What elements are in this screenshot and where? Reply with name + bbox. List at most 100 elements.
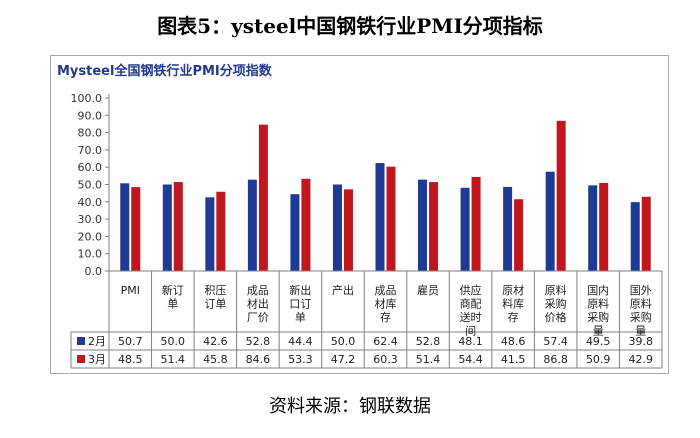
y-tick-label: 40.0 [78,196,103,209]
y-tick-label: 90.0 [78,109,103,122]
category-label: 原料 [545,283,567,297]
data-label: 48.1 [458,335,483,348]
data-label: 42.6 [203,335,228,348]
data-label: 62.4 [373,335,398,348]
bar-feb [460,187,470,271]
bar-chart: 0.0 10.0 20.0 30.0 40.0 50.0 60.0 70.0 80.0 90.0 1… [70,92,663,369]
category-label: 国外 [630,284,652,297]
bar-feb [375,163,385,271]
category-label: 量 [635,325,646,338]
data-label: 48.6 [501,335,525,348]
data-label: 84.6 [246,353,271,366]
category-label: PMI [121,284,140,297]
data-label: 50.9 [586,353,611,366]
bar-feb [290,194,300,271]
category-label: 商配 [460,297,482,311]
category-label: 厂价 [247,311,269,324]
category-label: 材出 [247,297,269,311]
y-tick-label: 20.0 [78,230,103,243]
category-label: 国内 [587,283,609,297]
category-label: 价格 [545,310,567,324]
data-label: 41.5 [501,353,525,366]
bar-feb [503,186,513,271]
bar-feb [247,179,257,271]
bar-mar [258,124,268,271]
source-note: 资料来源：钢联数据 [269,396,431,417]
bar-feb [545,171,555,271]
figure-title: 图表5：ysteel中国钢铁行业PMI分项指标 [157,14,543,38]
data-label: 60.3 [373,353,398,366]
category-label: 新订 [162,283,184,297]
data-label: 52.8 [416,335,441,348]
legend-key-feb [77,337,85,345]
bar-feb [205,197,215,271]
y-tick-label: 50.0 [78,179,103,192]
data-label: 45.8 [203,353,228,366]
bar-feb [332,184,342,271]
bar-feb [418,179,428,271]
bar-mar [599,182,609,271]
bar-feb [630,202,640,271]
legend-label: 2月 [88,335,106,348]
data-label: 51.4 [416,353,441,366]
y-tick-label: 10.0 [78,248,103,261]
y-tick-label: 30.0 [78,213,103,226]
category-label: 量 [593,325,604,338]
y-tick-label: 100.0 [71,92,103,105]
category-label: 采购 [545,297,567,311]
category-label: 原料 [587,297,609,311]
category-label: 原材 [502,283,524,297]
category-label: 成品 [247,284,269,297]
data-label: 44.4 [288,335,313,348]
bar-mar [514,199,524,271]
category-label: 存 [380,310,391,324]
data-label: 52.8 [246,335,271,348]
category-label: 材库 [375,297,397,311]
data-label: 50.0 [161,335,186,348]
bar-mar [131,187,141,271]
category-label: 新出 [289,283,311,297]
data-label: 47.2 [331,353,356,366]
data-label: 86.8 [543,353,568,366]
bar-mar [173,182,183,271]
legend-key-mar [77,355,85,363]
category-label: 采购 [587,310,609,324]
chart-title: Mysteel全国钢铁行业PMI分项指数 [57,64,272,79]
bar-mar [301,178,311,271]
category-label: 采购 [630,310,652,324]
data-label: 53.3 [288,353,313,366]
data-label: 51.4 [161,353,186,366]
bar-mar [641,196,651,271]
data-label: 54.4 [458,353,483,366]
category-label: 雇员 [417,283,439,297]
category-label: 间 [465,325,476,338]
y-tick-label: 70.0 [78,144,103,157]
y-tick-label: 80.0 [78,127,103,140]
bar-mar [556,120,566,271]
category-label: 订单 [204,298,226,311]
data-label: 50.7 [118,335,142,348]
bar-mar [386,166,396,271]
bar-mar [216,191,226,271]
bar-mar [343,189,353,271]
data-label: 42.9 [628,353,653,366]
category-label: 口订 [289,298,311,311]
bar-feb [162,184,172,271]
bar-mar [429,182,439,271]
category-label: 送时 [460,310,482,324]
data-label: 48.5 [118,353,142,366]
data-label: 39.8 [628,335,653,348]
y-tick-label: 0.0 [85,265,103,278]
data-label: 49.5 [586,335,611,348]
bar-mar [471,176,481,271]
data-label: 57.4 [543,335,568,348]
data-label: 50.0 [331,335,356,348]
bar-feb [120,183,130,271]
category-label: 原料 [630,297,652,311]
category-label: 料库 [502,297,524,311]
chart-frame: Mysteel全国钢铁行业PMI分项指数 0.0 10.0 20.0 30.0 40.0… [50,55,669,374]
legend-label: 3月 [88,353,106,366]
category-label: 单 [167,298,178,311]
category-label: 积压 [204,284,226,297]
y-tick-label: 60.0 [78,161,103,174]
